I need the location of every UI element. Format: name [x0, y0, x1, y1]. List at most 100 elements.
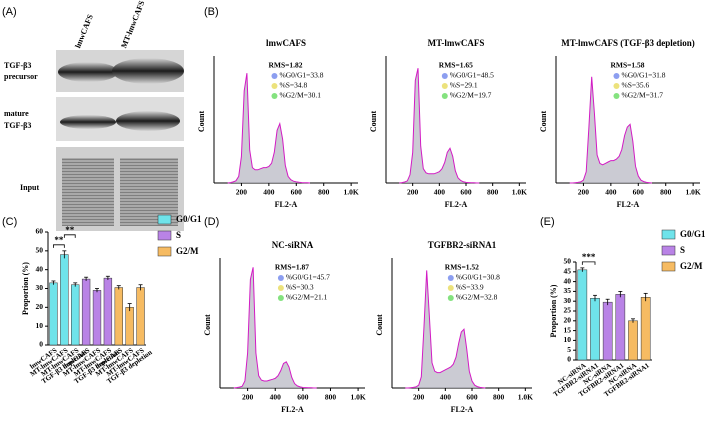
bar	[71, 284, 80, 346]
stat-label: %G0/G1=45.7	[286, 273, 330, 282]
bar	[125, 307, 134, 346]
x-tick-label: 1.0K	[512, 188, 527, 197]
y-tick-label: 45	[564, 267, 572, 276]
x-tick-label: 600	[297, 393, 309, 402]
panel-label: (A)	[2, 6, 17, 18]
stat-dot	[447, 275, 454, 281]
lane-label: MT-lmwCAFS	[119, 0, 146, 49]
y-tick-label: 30	[564, 296, 572, 305]
x-tick-label: 800	[325, 393, 337, 402]
bar	[590, 298, 600, 361]
blot-band	[60, 115, 116, 129]
stat-label: RMS=1.87	[275, 263, 309, 272]
legend-swatch	[157, 214, 172, 225]
stat-label: RMS=1.82	[268, 61, 302, 70]
stat-dot	[441, 93, 448, 99]
chart-title: TGFBR2-siRNA1	[428, 240, 497, 250]
western-blot: lmwCAFS MT-lmwCAFS TGF-β3 precursor matu…	[4, 0, 184, 231]
panel-label: (B)	[204, 6, 219, 18]
stat-label: %G2/M=30.1	[279, 91, 321, 100]
stat-label: %G0/G1=33.8	[279, 71, 323, 80]
significance-label: **	[54, 235, 64, 245]
y-tick-label: 10	[36, 321, 44, 330]
x-axis-label: FL2-A	[445, 200, 468, 209]
y-tick-label: 30	[36, 283, 44, 292]
stat-label: %G2/M=21.1	[286, 293, 328, 302]
y-tick-label: 50	[564, 257, 572, 266]
bar	[103, 277, 113, 346]
x-tick-label: 200	[242, 393, 254, 402]
bar	[114, 287, 123, 346]
x-tick-label: 600	[466, 393, 478, 402]
x-tick-label: 800	[660, 188, 672, 197]
stat-label: %G2/M=31.7	[621, 91, 663, 100]
stat-dot	[441, 73, 448, 79]
row-label: mature	[4, 109, 29, 118]
stat-label: %G0/G1=30.8	[456, 273, 500, 282]
x-axis-label: FL2-A	[281, 405, 304, 414]
y-axis-label: Proportion (%)	[549, 284, 558, 337]
y-tick-label: 0	[39, 340, 43, 349]
panel-label: (C)	[2, 216, 17, 228]
chart-title: MT-lmwCAFS (TGF-β3 depletion)	[561, 38, 694, 48]
stat-dot	[277, 285, 284, 291]
x-tick-label: 400	[270, 393, 282, 402]
legend-swatch	[157, 246, 172, 257]
x-tick-label: 800	[493, 393, 505, 402]
significance-bracket	[63, 234, 76, 238]
bar	[136, 287, 145, 346]
x-axis-label: FL2-A	[617, 200, 640, 209]
bar	[60, 254, 69, 346]
legend-label: S	[176, 230, 181, 240]
blot-lane	[120, 158, 178, 226]
y-tick-label: 50	[36, 246, 44, 255]
significance-label: ***	[582, 252, 596, 262]
blot-lane	[62, 158, 114, 226]
x-tick-label: 400	[434, 188, 446, 197]
stat-label: RMS=1.52	[445, 263, 479, 272]
legend-swatch	[661, 245, 676, 256]
stat-label: %G2/M=19.7	[450, 91, 492, 100]
x-tick-label: 200	[413, 393, 425, 402]
bar	[49, 282, 58, 346]
y-tick-label: 40	[564, 276, 572, 285]
x-tick-label: 200	[407, 188, 419, 197]
chart-title: lmwCAFS	[266, 38, 306, 48]
chart-title: NC-siRNA	[272, 240, 314, 250]
stat-label: %S=33.9	[456, 283, 484, 292]
panel-label: (D)	[204, 216, 219, 228]
blot-band	[58, 62, 118, 82]
bar	[81, 278, 91, 346]
stat-dot	[447, 285, 454, 291]
legend-swatch	[157, 230, 172, 241]
stat-label: %S=29.1	[450, 81, 478, 90]
x-tick-label: 400	[440, 393, 452, 402]
stat-dot	[271, 73, 278, 79]
stat-dot	[613, 83, 620, 89]
x-tick-label: 1.0K	[344, 188, 359, 197]
x-axis-label: FL2-A	[275, 200, 298, 209]
significance-label: **	[65, 225, 75, 235]
chart-title: MT-lmwCAFS	[428, 38, 485, 48]
bar	[628, 320, 638, 361]
legend-label: G2/M	[680, 261, 703, 271]
stat-dot	[447, 295, 454, 301]
y-tick-label: 10	[564, 335, 572, 344]
x-tick-label: 1.0K	[686, 188, 701, 197]
row-label: Input	[20, 183, 39, 192]
stat-label: %G0/G1=48.5	[450, 71, 494, 80]
x-tick-label: 600	[460, 188, 472, 197]
stat-dot	[271, 93, 278, 99]
legend-label: G0/G1	[680, 229, 706, 239]
x-tick-label: 200	[236, 188, 248, 197]
stat-dot	[613, 93, 620, 99]
y-tick-label: 5	[567, 345, 571, 354]
x-tick-label: 200	[578, 188, 590, 197]
lane-label: lmwCAFS	[73, 13, 95, 50]
y-axis-label: Count	[203, 314, 212, 336]
y-axis-label: Count	[369, 110, 378, 132]
x-tick-label: 1.0K	[518, 393, 533, 402]
stat-label: RMS=1.58	[610, 61, 644, 70]
y-axis-label: Proportion (%)	[21, 262, 30, 315]
